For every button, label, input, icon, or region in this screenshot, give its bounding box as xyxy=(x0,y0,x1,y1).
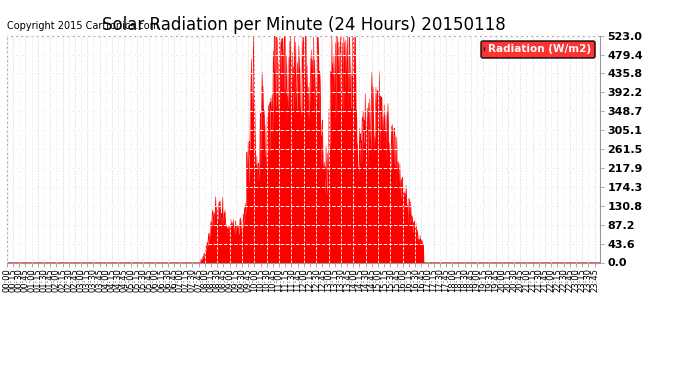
Text: Copyright 2015 Cartronics.com: Copyright 2015 Cartronics.com xyxy=(7,21,159,31)
Legend: Radiation (W/m2): Radiation (W/m2) xyxy=(480,41,595,58)
Title: Solar Radiation per Minute (24 Hours) 20150118: Solar Radiation per Minute (24 Hours) 20… xyxy=(101,16,506,34)
